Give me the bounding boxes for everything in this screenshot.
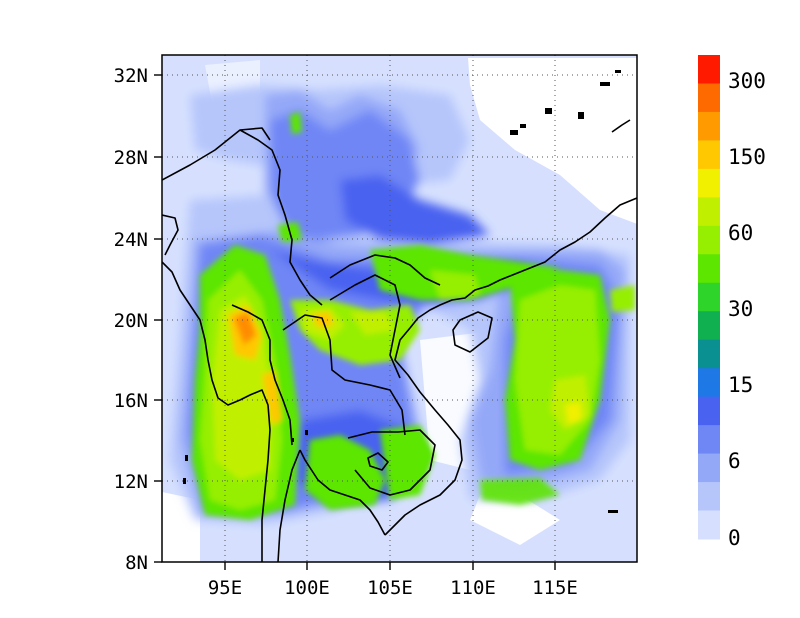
- lon-label-115e: 115E: [532, 577, 578, 599]
- lat-label-12n: 12N: [114, 471, 148, 493]
- colorbar-box: [698, 225, 720, 255]
- colorbar-label-6: 6: [728, 449, 741, 473]
- lat-label-24n: 24N: [114, 229, 148, 251]
- colorbar-box: [698, 396, 720, 426]
- cambodia-border: [347, 429, 436, 496]
- gulf-of-thailand-coast: [277, 449, 301, 562]
- colorbar-box: [698, 83, 720, 113]
- colorbar-box: [698, 482, 720, 512]
- colorbar-label-0: 0: [728, 526, 741, 550]
- colorbar-label-60: 60: [728, 221, 753, 245]
- colorbar-box: [698, 311, 720, 341]
- colorbar-box: [698, 111, 720, 141]
- mekong-delta-coast: [299, 449, 386, 536]
- latitude-labels: 32N 28N 24N 20N 16N 12N 8N: [114, 65, 148, 574]
- china-laos-vietnam-border: [329, 254, 441, 286]
- colorbar-box: [698, 425, 720, 455]
- colorbar-box: [698, 197, 720, 227]
- coastlines-and-borders: [162, 119, 637, 562]
- india-china-border: [162, 127, 271, 181]
- lake-tonle-sap: [367, 452, 389, 471]
- lon-label-105e: 105E: [367, 577, 413, 599]
- colorbar-label-150: 150: [728, 145, 766, 169]
- lon-label-110e: 110E: [450, 577, 496, 599]
- bangladesh-coast: [162, 214, 179, 256]
- colorbar-label-15: 15: [728, 373, 753, 397]
- colorbar-box: [698, 140, 720, 170]
- colorbar: [698, 55, 720, 540]
- lat-label-20n: 20N: [114, 310, 148, 332]
- longitude-labels: 95E 100E 105E 110E 115E: [208, 577, 578, 599]
- gridlines: [162, 55, 637, 562]
- vietnam-coastline: [384, 327, 463, 536]
- colorbar-labels: 300 150 60 30 15 6 0: [728, 69, 766, 550]
- lat-label-16n: 16N: [114, 390, 148, 412]
- china-myanmar-border: [239, 129, 323, 306]
- axis-ticks: [154, 74, 556, 570]
- colorbar-box: [698, 510, 720, 540]
- colorbar-box: [698, 55, 720, 84]
- lat-label-8n: 8N: [125, 552, 148, 574]
- myanmar-thailand-border: [231, 304, 293, 446]
- precipitation-field: [162, 55, 637, 562]
- thailand-laos-border: [282, 314, 406, 436]
- map-frame: [161, 54, 638, 563]
- hainan-island: [452, 311, 493, 353]
- lat-label-28n: 28N: [114, 147, 148, 169]
- china-coastline: [409, 197, 637, 329]
- colorbar-box: [698, 339, 720, 369]
- lon-label-95e: 95E: [208, 577, 242, 599]
- colorbar-box: [698, 168, 720, 198]
- small-islands: [183, 70, 621, 513]
- myanmar-coast: [162, 261, 271, 562]
- colorbar-label-300: 300: [728, 69, 766, 93]
- colorbar-box: [698, 368, 720, 398]
- lat-label-32n: 32N: [114, 65, 148, 87]
- no-data-area: [468, 58, 637, 224]
- lon-label-100e: 100E: [284, 577, 330, 599]
- colorbar-box: [698, 282, 720, 312]
- laos-vietnam-border: [329, 274, 401, 379]
- colorbar-box: [698, 453, 720, 483]
- colorbar-box: [698, 254, 720, 284]
- taiwan-coast: [611, 119, 631, 133]
- colorbar-label-30: 30: [728, 297, 753, 321]
